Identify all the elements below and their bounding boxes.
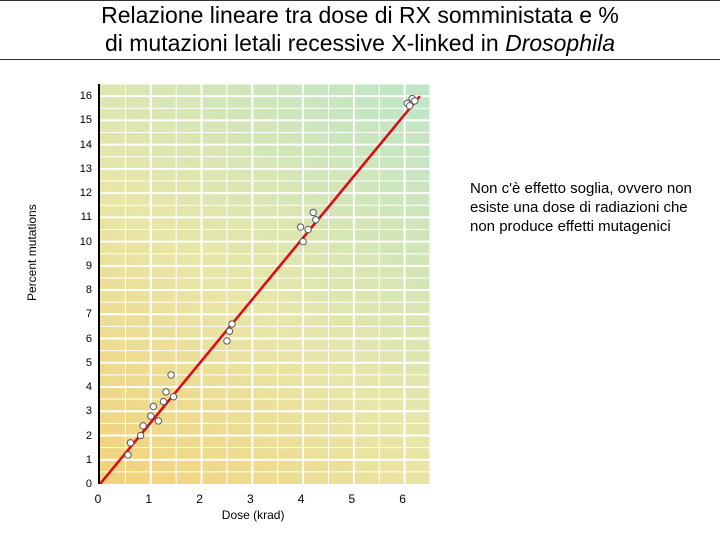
data-point — [226, 328, 232, 334]
x-tick: 2 — [196, 492, 203, 506]
y-tick: 2 — [86, 430, 92, 442]
title-line-2-italic: Drosophila — [505, 30, 615, 56]
data-point — [148, 413, 154, 419]
y-tick: 3 — [86, 405, 92, 417]
x-tick: 5 — [349, 492, 356, 506]
y-tick: 13 — [80, 163, 92, 175]
y-tick: 10 — [80, 236, 92, 248]
y-tick: 7 — [86, 308, 92, 320]
data-point — [127, 440, 133, 446]
title-bar: Relazione lineare tra dose di RX sommini… — [0, 0, 720, 60]
x-tick: 1 — [145, 492, 152, 506]
y-tick: 14 — [80, 139, 92, 151]
x-tick: 0 — [95, 492, 102, 506]
data-point — [297, 224, 303, 230]
data-point — [125, 452, 131, 458]
y-tick: 11 — [81, 211, 92, 223]
data-point — [406, 103, 412, 109]
data-point — [150, 403, 156, 409]
y-tick-labels: 012345678910111213141516 — [66, 76, 96, 526]
x-axis-label: Dose (krad) — [222, 508, 285, 530]
data-point — [137, 432, 143, 438]
y-tick: 1 — [86, 454, 92, 466]
y-tick: 9 — [86, 260, 92, 272]
data-point — [310, 209, 316, 215]
data-point — [300, 238, 306, 244]
y-tick: 8 — [86, 284, 92, 296]
data-point — [155, 418, 161, 424]
data-point — [140, 423, 146, 429]
x-tick: 3 — [247, 492, 254, 506]
data-point — [168, 372, 174, 378]
data-point — [305, 226, 311, 232]
data-point — [313, 217, 319, 223]
data-point — [229, 321, 235, 327]
y-tick: 5 — [86, 357, 92, 369]
data-point — [170, 394, 176, 400]
chart: Percent mutations 0123456789101112131415… — [40, 76, 460, 526]
x-tick: 4 — [298, 492, 305, 506]
y-axis-label: Percent mutations — [25, 204, 39, 301]
y-tick: 4 — [86, 381, 92, 393]
y-tick: 12 — [80, 187, 92, 199]
x-tick: 6 — [399, 492, 406, 506]
data-point — [224, 338, 230, 344]
y-tick: 15 — [80, 114, 92, 126]
y-tick: 16 — [80, 90, 92, 102]
y-tick: 0 — [86, 478, 92, 490]
y-tick: 6 — [86, 333, 92, 345]
data-point — [412, 98, 418, 104]
title-line-1: Relazione lineare tra dose di RX sommini… — [101, 2, 619, 30]
data-point — [163, 389, 169, 395]
plot-area — [98, 84, 428, 484]
title-line-2: di mutazioni letali recessive X-linked i… — [105, 30, 615, 58]
annotation-text: Non c'è effetto soglia, ovvero non esist… — [470, 180, 700, 236]
data-point — [160, 398, 166, 404]
chart-svg — [100, 84, 430, 484]
title-line-2-plain: di mutazioni letali recessive X-linked i… — [105, 30, 505, 56]
